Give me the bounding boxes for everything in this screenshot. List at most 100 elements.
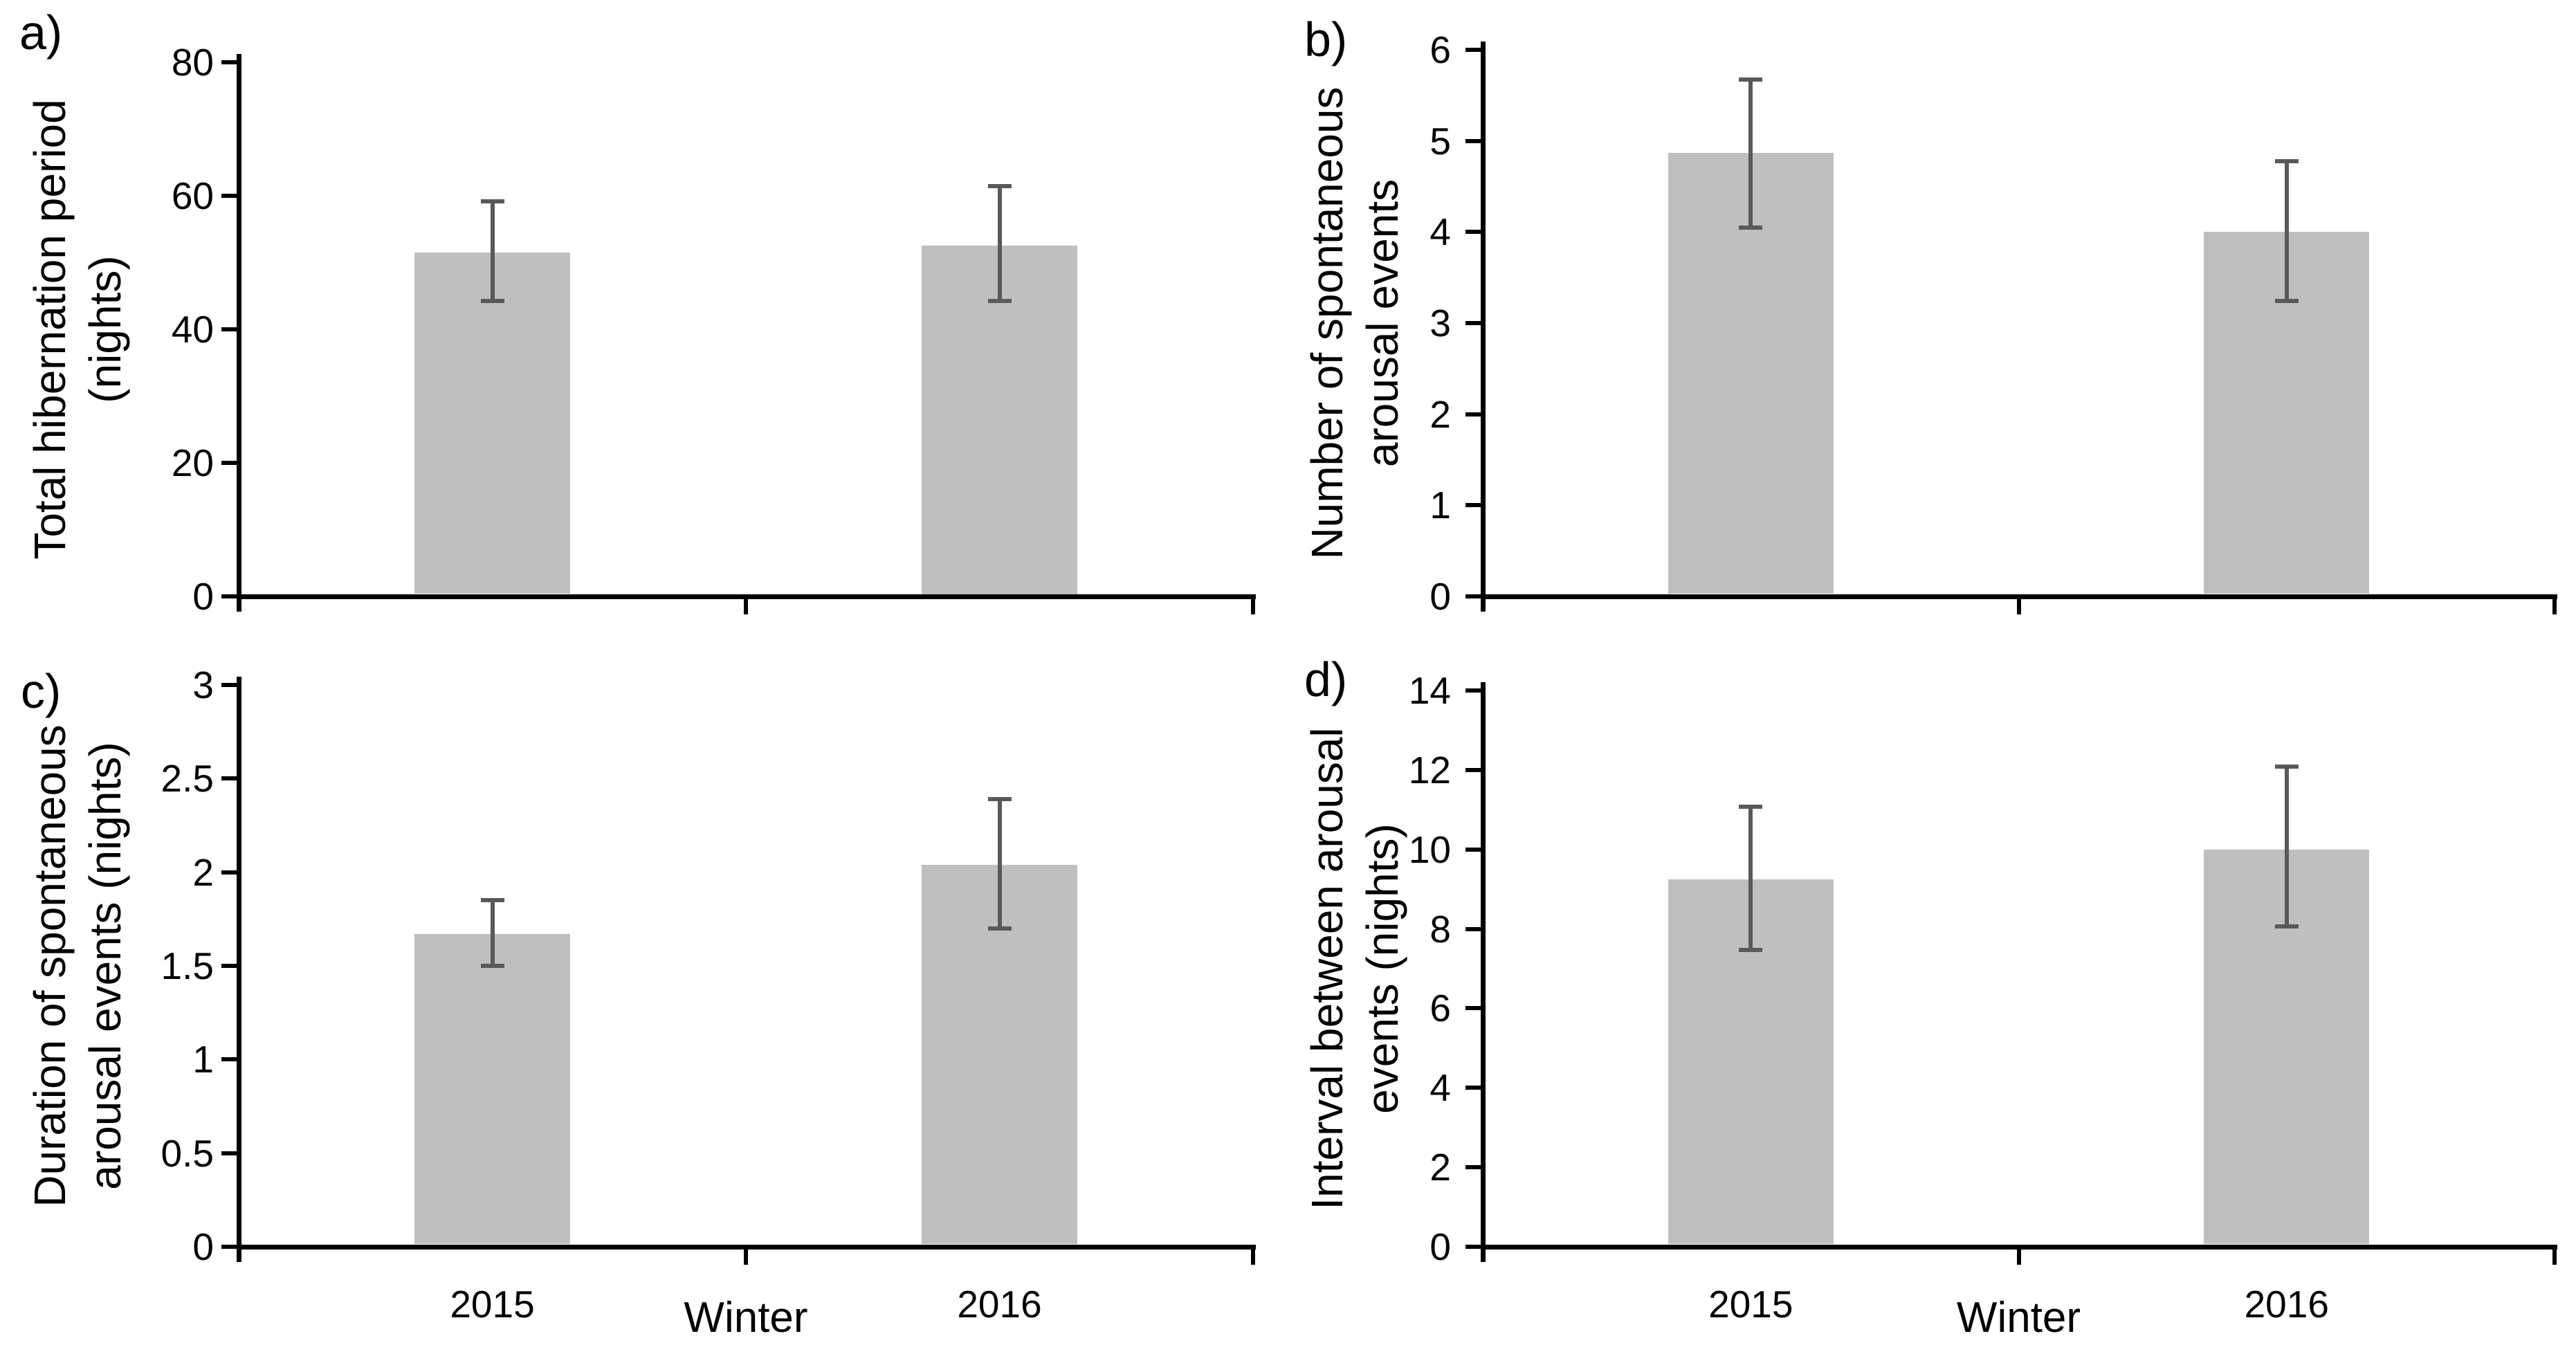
y-tick-label: 40: [171, 308, 214, 351]
error-bar-cap: [480, 199, 504, 203]
error-bar-cap: [480, 964, 504, 968]
y-tick-label: 2: [1429, 392, 1451, 436]
error-bar-cap: [987, 183, 1012, 188]
y-axis-line: [1480, 42, 1486, 612]
y-tick: [221, 1151, 237, 1155]
error-bar-cap: [2274, 299, 2299, 304]
y-axis-line: [1480, 682, 1486, 1262]
y-tick: [1465, 1006, 1481, 1011]
y-tick-label: 1: [1429, 484, 1451, 527]
y-tick: [1465, 847, 1481, 852]
y-tick: [221, 194, 237, 198]
y-tick: [1465, 412, 1481, 417]
error-bar-cap: [987, 797, 1012, 802]
x-axis-line: [236, 594, 1256, 599]
error-bar-cap: [2274, 158, 2299, 163]
x-tick: [1251, 1249, 1255, 1265]
x-axis-line: [1480, 1244, 2557, 1250]
x-category-label: 2015: [450, 1283, 535, 1326]
y-tick: [1465, 594, 1481, 598]
bar-2015: [414, 253, 571, 594]
y-tick-label: 12: [1408, 748, 1451, 792]
error-bar-cap: [480, 299, 504, 304]
y-tick-label: 10: [1408, 827, 1451, 871]
y-tick: [1465, 1165, 1481, 1170]
y-axis-line: [236, 677, 241, 1262]
bar-2016: [921, 246, 1078, 594]
y-tick: [221, 683, 237, 687]
y-tick-label: 2: [192, 850, 214, 894]
error-bar-cap: [1739, 804, 1763, 809]
error-bar-line: [490, 900, 495, 966]
y-tick-label: 4: [1429, 1066, 1451, 1110]
panel-letter: a): [19, 6, 63, 60]
x-tick: [2552, 1249, 2557, 1265]
error-bar-cap: [2274, 924, 2299, 929]
y-axis-line: [236, 54, 241, 612]
x-axis-title: Winter: [1956, 1294, 2081, 1342]
y-tick-label: 60: [171, 174, 214, 217]
y-tick-label: 3: [1429, 302, 1451, 345]
error-bar-cap: [1739, 225, 1763, 230]
y-tick-label: 2: [1429, 1146, 1451, 1189]
y-tick: [221, 1245, 237, 1249]
y-tick: [221, 870, 237, 875]
x-category-label: 2015: [1708, 1283, 1793, 1326]
y-tick-label: 6: [1429, 28, 1451, 71]
y-tick-label: 20: [171, 441, 214, 484]
x-tick: [2016, 598, 2021, 614]
error-bar-line: [2284, 767, 2289, 927]
y-tick: [1465, 1245, 1481, 1249]
error-bar-cap: [1739, 77, 1763, 82]
y-tick: [1465, 1086, 1481, 1090]
y-tick-label: 0.5: [161, 1131, 214, 1175]
error-bar-line: [2284, 161, 2289, 302]
error-bar-cap: [480, 898, 504, 903]
y-tick-label: 0: [1429, 1225, 1451, 1268]
x-tick: [744, 1249, 748, 1265]
error-bar-cap: [2274, 765, 2299, 769]
x-axis-line: [236, 1244, 1256, 1250]
y-tick-label: 14: [1408, 669, 1451, 712]
x-tick: [2016, 1249, 2021, 1265]
y-tick: [1465, 48, 1481, 52]
x-tick: [1251, 598, 1255, 614]
error-bar-cap: [987, 298, 1012, 303]
error-bar-cap: [987, 926, 1012, 931]
x-tick: [2552, 598, 2557, 614]
panel-letter: d): [1304, 652, 1348, 706]
y-tick-label: 0: [192, 575, 214, 618]
y-tick-label: 3: [192, 664, 214, 706]
y-tick-label: 8: [1429, 907, 1451, 951]
y-tick: [1465, 926, 1481, 931]
y-tick-label: 5: [1429, 119, 1451, 163]
x-tick: [744, 598, 748, 614]
y-tick: [221, 1057, 237, 1062]
y-tick: [221, 594, 237, 598]
y-tick-label: 0: [1429, 575, 1451, 618]
error-bar-line: [1748, 80, 1753, 228]
panel-letter: c): [21, 664, 62, 718]
y-tick: [1465, 767, 1481, 772]
y-tick: [221, 327, 237, 331]
y-tick: [221, 60, 237, 64]
y-tick: [1465, 138, 1481, 143]
y-tick-label: 4: [1429, 210, 1451, 254]
y-tick-label: 0: [192, 1225, 214, 1268]
y-tick: [1465, 321, 1481, 325]
y-tick-label: 1.5: [161, 944, 214, 987]
x-axis-title: Winter: [684, 1294, 808, 1342]
error-bar-line: [1748, 806, 1753, 950]
y-tick: [1465, 503, 1481, 508]
x-category-label: 2016: [957, 1283, 1042, 1326]
panel-letter: b): [1304, 12, 1348, 66]
y-tick: [1465, 230, 1481, 235]
y-tick: [1465, 688, 1481, 693]
y-tick-label: 6: [1429, 987, 1451, 1030]
error-bar-cap: [1739, 948, 1763, 952]
y-tick: [221, 776, 237, 781]
bar-2015: [414, 933, 571, 1245]
error-bar-line: [490, 201, 495, 302]
y-tick-label: 80: [171, 41, 214, 84]
